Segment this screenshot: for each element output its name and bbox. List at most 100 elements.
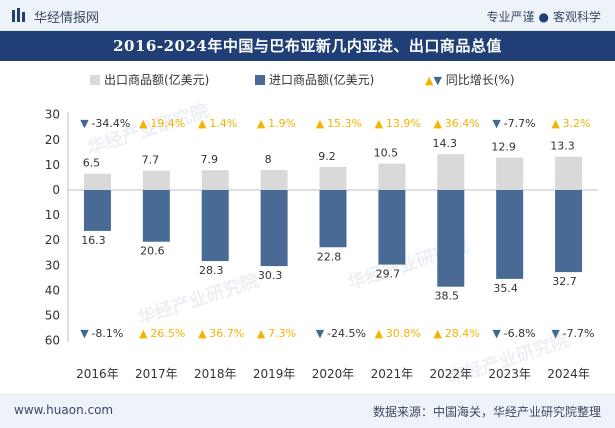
export-growth-icon: ▲ — [139, 117, 148, 130]
import-value-label: 30.3 — [258, 269, 283, 282]
x-tick-label: 2018年 — [194, 367, 237, 381]
export-growth-icon: ▲ — [316, 117, 325, 130]
slogan-right: 客观科学 — [552, 10, 601, 24]
import-growth-label: -6.8% — [504, 327, 536, 340]
import-growth-label: -24.5% — [327, 327, 366, 340]
import-growth-icon: ▼ — [551, 327, 560, 340]
export-bar — [260, 169, 288, 190]
export-bar — [378, 163, 406, 190]
import-value-label: 16.3 — [81, 234, 106, 247]
import-bar — [142, 190, 170, 242]
import-growth-icon: ▲ — [375, 327, 384, 340]
import-growth-label: 7.3% — [268, 327, 296, 340]
import-growth-icon: ▼ — [80, 327, 89, 340]
export-value-label: 10.5 — [374, 147, 399, 160]
slogan-left: 专业严谨 — [486, 10, 535, 24]
x-tick-label: 2020年 — [312, 367, 355, 381]
y-tick-label: 20 — [45, 133, 60, 147]
import-value-label: 35.4 — [493, 282, 518, 295]
import-growth-label: 30.8% — [386, 327, 421, 340]
y-tick-label: 10 — [45, 158, 60, 172]
import-value-label: 22.8 — [317, 250, 342, 263]
import-bar — [496, 190, 524, 279]
x-tick-label: 2016年 — [76, 367, 119, 381]
import-value-label: 20.6 — [140, 245, 165, 258]
export-growth-icon: ▲ — [434, 117, 443, 130]
legend-export-swatch — [90, 75, 100, 85]
export-growth-icon: ▲ — [257, 117, 266, 130]
import-bar — [319, 190, 347, 248]
footer-source: 数据来源：中国海关，华经产业研究院整理 — [372, 405, 601, 419]
export-bar — [142, 170, 170, 190]
import-growth-icon: ▲ — [139, 327, 148, 340]
export-growth-label: 36.4% — [445, 117, 480, 130]
export-value-label: 8 — [265, 153, 272, 166]
import-value-label: 32.7 — [552, 275, 577, 288]
watermark: 华经产业研究院 — [135, 269, 262, 329]
legend-growth: ▲▼ 同比增长(%) — [425, 71, 515, 88]
x-tick-label: 2017年 — [135, 367, 178, 381]
export-value-label: 9.2 — [318, 150, 336, 163]
footer: www.huaon.com 数据来源：中国海关，华经产业研究院整理 — [0, 394, 615, 428]
export-bar — [201, 170, 229, 190]
legend-up-icon: ▲ — [425, 74, 434, 87]
top-bar: 华经情报网 专业严谨 ● 客观科学 — [0, 0, 615, 31]
export-growth-icon: ▲ — [198, 117, 207, 130]
import-growth-label: 28.4% — [445, 327, 480, 340]
x-tick-label: 2023年 — [488, 367, 531, 381]
import-growth-label: -8.1% — [91, 327, 123, 340]
legend-import-swatch — [255, 75, 265, 85]
y-tick-label: 30 — [45, 108, 60, 122]
import-growth-icon: ▲ — [434, 327, 443, 340]
export-growth-label: -34.4% — [91, 117, 130, 130]
legend-import: 进口商品额(亿美元) — [255, 71, 374, 88]
import-bar — [555, 190, 583, 273]
y-tick-label: 10 — [45, 208, 60, 222]
import-growth-icon: ▲ — [198, 327, 207, 340]
y-tick-label: 60 — [45, 334, 60, 348]
legend-import-label: 进口商品额(亿美元) — [269, 73, 375, 87]
import-growth-label: 36.7% — [209, 327, 244, 340]
x-tick-label: 2024年 — [547, 367, 590, 381]
import-value-label: 29.7 — [376, 268, 401, 281]
import-bar — [437, 190, 465, 287]
import-growth-icon: ▼ — [316, 327, 325, 340]
import-value-label: 28.3 — [199, 264, 224, 277]
legend-down-icon: ▼ — [433, 74, 442, 87]
import-bar — [260, 190, 288, 267]
export-bar — [437, 154, 465, 190]
y-tick-label: 20 — [45, 233, 60, 247]
slogan: 专业严谨 ● 客观科学 — [486, 8, 601, 25]
x-tick-label: 2019年 — [253, 367, 296, 381]
export-growth-label: 3.2% — [563, 117, 591, 130]
export-value-label: 7.9 — [200, 153, 218, 166]
legend: 出口商品额(亿美元) 进口商品额(亿美元) ▲▼ 同比增长(%) — [0, 69, 615, 89]
import-growth-label: 26.5% — [150, 327, 185, 340]
legend-growth-label: 同比增长(%) — [445, 73, 515, 87]
export-bar — [496, 157, 524, 190]
export-value-label: 12.9 — [491, 141, 516, 154]
export-growth-label: 19.4% — [150, 117, 185, 130]
export-growth-label: 15.3% — [327, 117, 362, 130]
x-tick-label: 2022年 — [430, 367, 473, 381]
export-value-label: 7.7 — [142, 154, 160, 167]
export-growth-label: 1.4% — [209, 117, 237, 130]
y-tick-label: 30 — [45, 258, 60, 272]
import-growth-label: -7.7% — [563, 327, 595, 340]
brand-name: 华经情报网 — [34, 11, 100, 26]
export-value-label: 13.3 — [550, 140, 575, 153]
import-bar — [378, 190, 406, 265]
import-bar — [201, 190, 229, 262]
x-tick-label: 2021年 — [371, 367, 414, 381]
export-growth-label: 1.9% — [268, 117, 296, 130]
footer-site: www.huaon.com — [14, 403, 114, 417]
export-bar — [83, 173, 111, 190]
y-tick-label: 40 — [45, 283, 60, 297]
import-growth-icon: ▼ — [492, 327, 501, 340]
import-growth-icon: ▲ — [257, 327, 266, 340]
export-growth-icon: ▼ — [80, 117, 89, 130]
export-growth-icon: ▲ — [375, 117, 384, 130]
import-bar — [83, 190, 111, 231]
export-growth-icon: ▲ — [551, 117, 560, 130]
